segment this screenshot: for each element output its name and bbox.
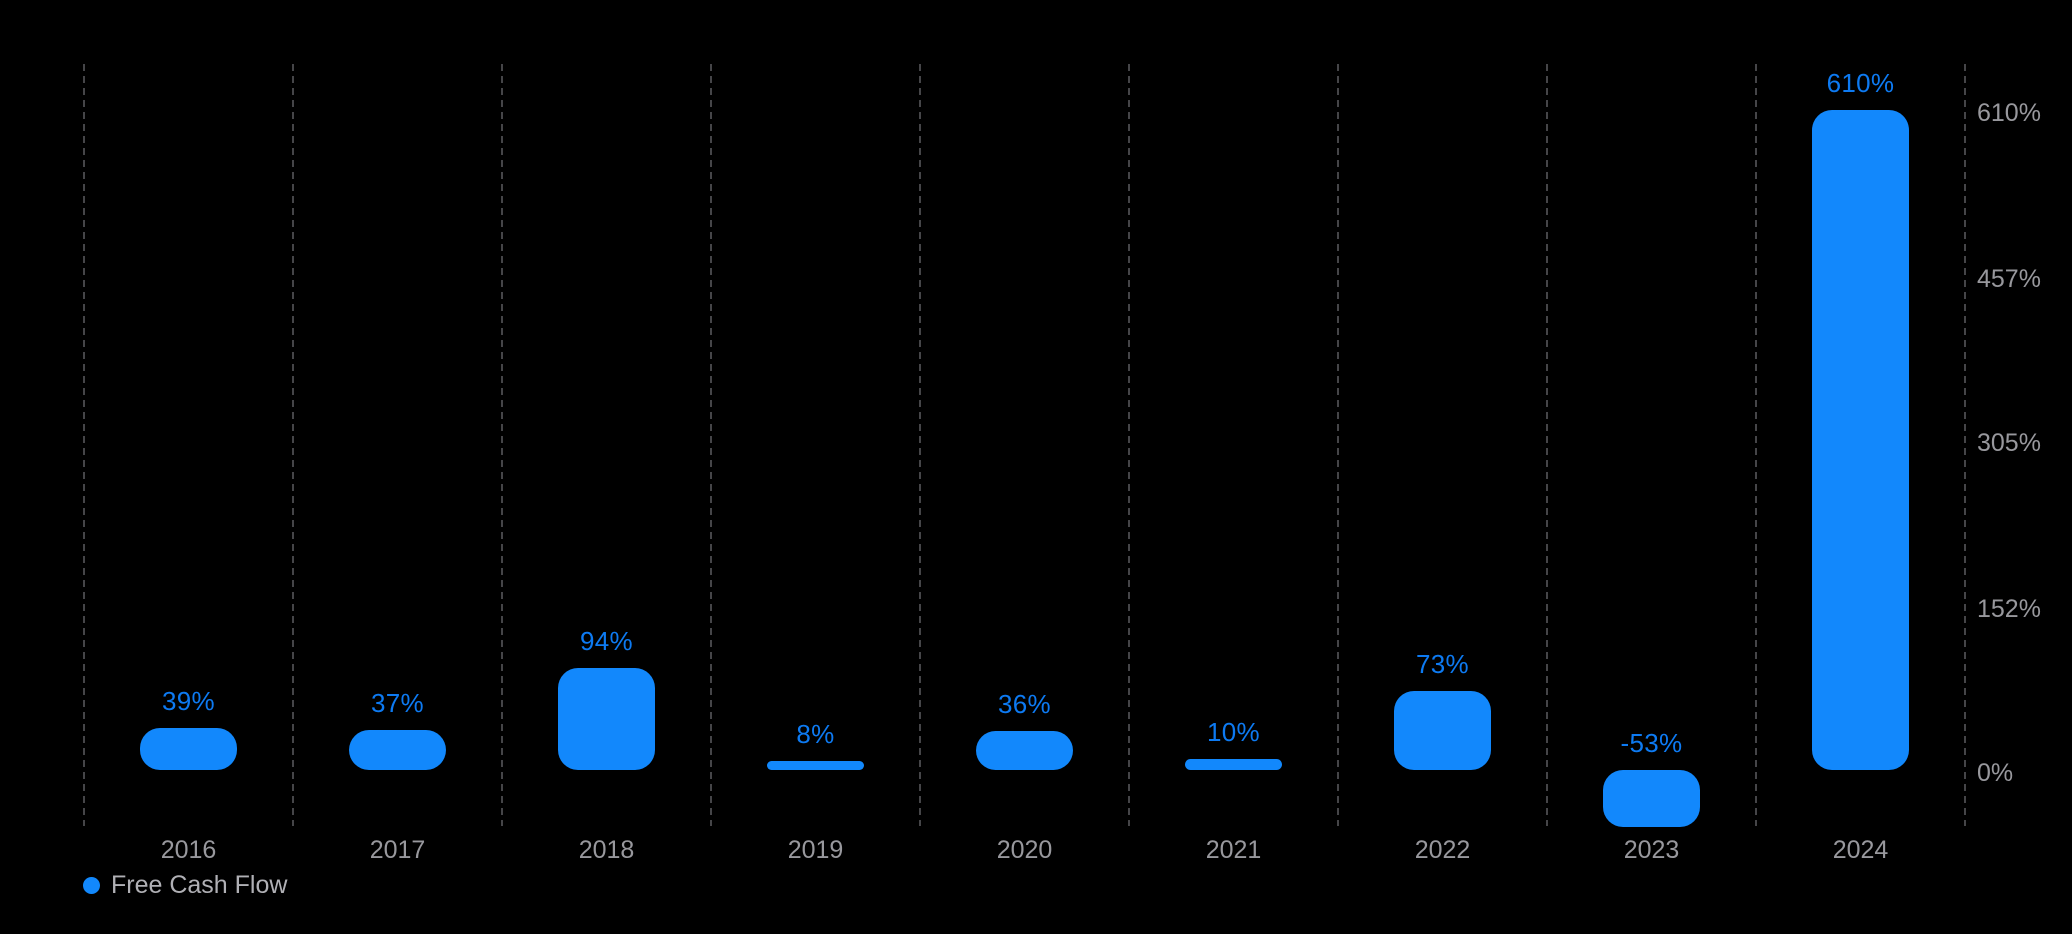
bar-value-label-2020: 36%	[998, 689, 1051, 720]
x-axis-label-2021: 2021	[1205, 836, 1262, 864]
bar-value-label-2021: 10%	[1207, 717, 1260, 748]
vertical-gridline	[1337, 64, 1339, 826]
vertical-gridline	[710, 64, 712, 826]
y-axis-tick-610: 610%	[1977, 99, 2041, 127]
x-axis-label-2020: 2020	[996, 836, 1053, 864]
x-axis-label-2023: 2023	[1623, 836, 1680, 864]
x-axis-label-2016: 2016	[160, 836, 217, 864]
vertical-gridline	[1546, 64, 1548, 826]
y-axis-tick-152: 152%	[1977, 594, 2041, 623]
bar-value-label-2017: 37%	[371, 687, 424, 718]
x-axis-label-2024: 2024	[1832, 836, 1889, 864]
vertical-gridline	[1755, 64, 1757, 826]
bar-2019[interactable]	[767, 761, 864, 770]
bar-2017[interactable]	[349, 729, 446, 770]
legend-series-dot-icon	[83, 877, 100, 894]
bar-value-label-2022: 73%	[1416, 649, 1469, 680]
bar-2020[interactable]	[976, 731, 1073, 770]
vertical-gridline	[1128, 64, 1130, 826]
vertical-gridline	[501, 64, 503, 826]
bar-value-label-2016: 39%	[162, 685, 215, 716]
y-axis-tick-305: 305%	[1977, 429, 2041, 457]
y-axis-tick-0: 0%	[1977, 759, 2014, 787]
bar-2024[interactable]	[1812, 110, 1909, 770]
x-axis-label-2018: 2018	[578, 836, 635, 864]
x-axis-label-2017: 2017	[369, 836, 426, 864]
bar-2016[interactable]	[140, 727, 237, 770]
bar-2022[interactable]	[1394, 691, 1491, 770]
x-axis-label-2019: 2019	[787, 836, 844, 864]
legend-series-label: Free Cash Flow	[111, 871, 288, 899]
y-axis-tick-457: 457%	[1977, 264, 2041, 293]
x-axis-label-2022: 2022	[1414, 836, 1471, 864]
legend: Free Cash Flow	[83, 873, 287, 898]
bar-2018[interactable]	[558, 668, 655, 770]
bar-value-label-2023: -53%	[1620, 728, 1683, 758]
vertical-gridline	[83, 64, 85, 826]
vertical-gridline	[292, 64, 294, 826]
bar-value-label-2019: 8%	[796, 719, 835, 750]
vertical-gridline	[1964, 64, 1966, 826]
vertical-gridline	[919, 64, 921, 826]
bar-2023[interactable]	[1603, 770, 1700, 828]
bar-value-label-2024: 610%	[1826, 68, 1895, 98]
bar-2021[interactable]	[1185, 759, 1282, 770]
bar-value-label-2018: 94%	[580, 626, 633, 657]
